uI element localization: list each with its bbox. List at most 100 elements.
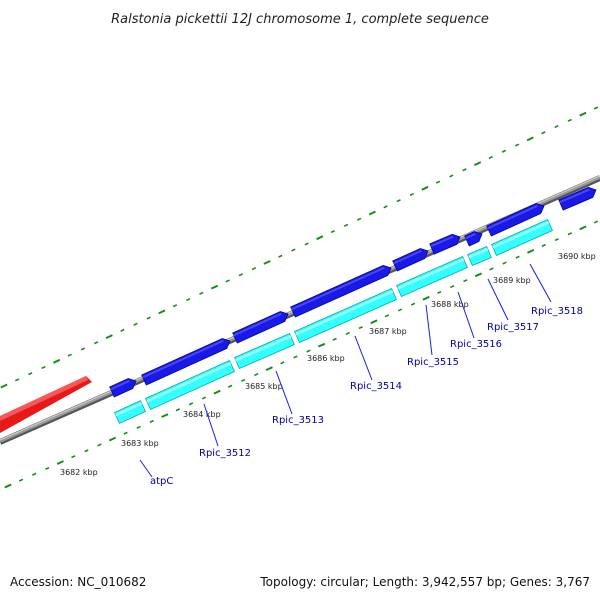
major-tick xyxy=(473,161,482,167)
major-tick xyxy=(474,272,483,278)
gene-arrow-highlight xyxy=(393,249,422,265)
kbp-label: 3682 kbp xyxy=(60,468,98,477)
major-tick xyxy=(105,334,113,340)
gene-label-leader xyxy=(203,403,219,447)
gene-arrow-highlight xyxy=(142,339,224,379)
minor-tick xyxy=(280,361,285,365)
minor-tick xyxy=(175,408,181,412)
minor-tick xyxy=(397,308,403,312)
major-tick xyxy=(108,436,117,442)
minor-tick xyxy=(31,472,37,476)
gene-label-leader xyxy=(457,291,475,339)
red-feature[interactable] xyxy=(0,376,92,433)
kbp-label: 3689 kbp xyxy=(493,276,531,285)
gene-label-leader xyxy=(487,278,509,321)
minor-tick xyxy=(172,304,178,308)
gene-label[interactable]: Rpic_3517 xyxy=(487,322,539,333)
gene-arrow[interactable] xyxy=(464,231,483,247)
gene-label[interactable]: Rpic_3518 xyxy=(531,306,583,317)
minor-tick xyxy=(449,174,454,178)
gene-arrow[interactable] xyxy=(392,248,429,272)
minor-tick xyxy=(97,443,102,447)
gene-arrow[interactable] xyxy=(558,186,597,211)
map-title: Ralstonia pickettii 12J chromosome 1, co… xyxy=(111,12,489,27)
minor-tick xyxy=(93,341,99,345)
minor-tick xyxy=(146,316,151,320)
minor-tick xyxy=(293,355,298,359)
major-tick xyxy=(368,210,376,216)
inner-tick-track xyxy=(4,220,599,489)
gene-label[interactable]: Rpic_3514 xyxy=(350,381,402,392)
gene-arrow-highlight xyxy=(110,379,130,391)
major-tick xyxy=(317,342,326,348)
gene-arrow-highlight xyxy=(559,188,590,204)
gene-label[interactable]: atpC xyxy=(150,476,173,487)
minor-tick xyxy=(227,384,233,388)
minor-tick xyxy=(186,297,191,302)
major-tick xyxy=(579,225,587,231)
minor-tick xyxy=(67,353,72,357)
major-tick xyxy=(265,366,273,372)
minor-tick xyxy=(201,396,207,400)
minor-tick xyxy=(593,106,599,110)
gene-arrow[interactable] xyxy=(290,264,392,318)
minor-tick xyxy=(136,425,141,429)
major-tick xyxy=(422,295,430,301)
minor-tick xyxy=(18,478,24,482)
minor-tick xyxy=(343,223,349,227)
major-tick xyxy=(370,319,378,325)
minor-tick xyxy=(345,331,350,336)
minor-tick xyxy=(383,205,388,209)
kbp-label: 3684 kbp xyxy=(183,410,221,419)
minor-tick xyxy=(567,118,572,122)
minor-tick xyxy=(384,314,390,318)
gene-arrow[interactable] xyxy=(429,233,461,255)
kbp-label: 3690 kbp xyxy=(558,252,596,261)
minor-tick xyxy=(45,466,50,470)
gene-arrow[interactable] xyxy=(486,203,545,237)
cds-box-highlight xyxy=(468,248,489,259)
gene-arrow[interactable] xyxy=(109,378,137,398)
minor-tick xyxy=(84,449,89,453)
gene-label[interactable]: Rpic_3516 xyxy=(450,339,502,350)
outer-tick-track xyxy=(0,106,599,389)
minor-tick xyxy=(120,328,125,333)
minor-tick xyxy=(254,372,259,377)
minor-tick xyxy=(28,372,33,376)
minor-tick xyxy=(238,273,243,277)
minor-tick xyxy=(278,254,283,258)
major-tick xyxy=(213,389,221,395)
forward-gene-track xyxy=(109,186,597,398)
minor-tick xyxy=(251,267,257,271)
gene-label[interactable]: Rpic_3512 xyxy=(199,448,251,459)
gene-label-leader xyxy=(425,304,433,356)
minor-tick xyxy=(489,267,494,271)
gene-label-leader xyxy=(139,459,153,478)
minor-tick xyxy=(541,131,546,135)
minor-tick xyxy=(330,229,336,234)
major-tick xyxy=(53,358,61,364)
minor-tick xyxy=(567,232,573,236)
major-tick xyxy=(56,460,64,465)
minor-tick xyxy=(437,290,442,294)
minor-tick xyxy=(358,326,363,330)
major-tick xyxy=(527,248,535,254)
minor-tick xyxy=(396,199,401,203)
cds-box-highlight xyxy=(492,221,550,249)
gene-arrow[interactable] xyxy=(141,338,231,386)
minor-tick xyxy=(133,322,138,326)
minor-tick xyxy=(225,279,230,283)
minor-tick xyxy=(450,284,455,289)
gene-label-leaders xyxy=(139,263,552,478)
minor-tick xyxy=(410,302,416,306)
minor-tick xyxy=(501,149,507,153)
gene-arrow[interactable] xyxy=(232,311,289,344)
minor-tick xyxy=(80,347,86,351)
kbp-label: 3686 kbp xyxy=(307,354,345,363)
gene-label[interactable]: Rpic_3513 xyxy=(272,415,324,426)
gene-arrow-highlight xyxy=(487,204,538,230)
cds-track xyxy=(113,218,553,424)
gene-label[interactable]: Rpic_3515 xyxy=(407,357,459,368)
gene-arrow-highlight xyxy=(291,266,385,311)
gene-label-leader xyxy=(354,335,373,381)
